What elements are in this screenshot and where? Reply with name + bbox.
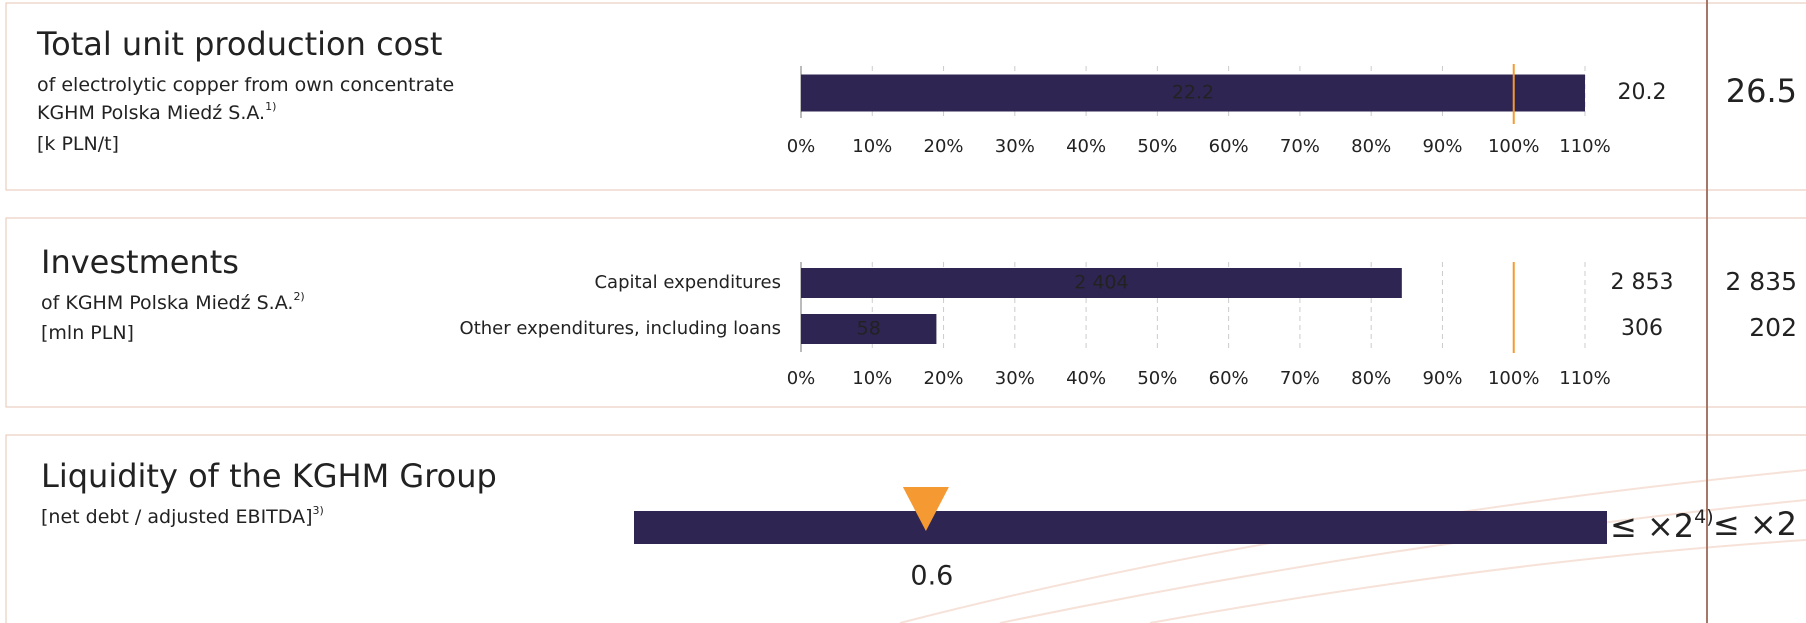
bar: [801, 314, 937, 344]
x-tick-label: 60%: [1209, 136, 1249, 157]
text-line: [k PLN/t]: [37, 133, 119, 155]
text-line: KGHM Polska Miedź S.A.1): [37, 100, 276, 124]
text: KGHM Polska Miedź S.A.: [37, 102, 265, 124]
plan-label: 2 853: [1611, 270, 1674, 295]
footnote-mark: 1): [265, 100, 276, 113]
panel: [5, 2, 1806, 191]
x-tick-label: 100%: [1488, 368, 1539, 389]
text-line: [mln PLN]: [41, 322, 134, 344]
range-bar: [634, 511, 1607, 544]
bar-label: 22.2: [1172, 82, 1214, 104]
text: [net debt / adjusted EBITDA]: [41, 506, 313, 528]
decor: [899, 469, 1806, 623]
plan-label: 306: [1621, 316, 1663, 341]
chart-title: Liquidity of the KGHM Group: [41, 457, 497, 495]
text-line: of electrolytic copper from own concentr…: [37, 74, 454, 96]
chart-title: Total unit production cost: [36, 25, 442, 63]
x-tick-label: 60%: [1209, 368, 1249, 389]
bar-label: 2 404: [1074, 272, 1128, 294]
x-tick-label: 80%: [1351, 136, 1391, 157]
x-tick-label: 10%: [852, 368, 892, 389]
text: of KGHM Polska Miedź S.A.: [41, 292, 293, 314]
x-tick-label: 0%: [787, 136, 816, 157]
x-tick-label: 110%: [1559, 368, 1610, 389]
x-tick-label: 30%: [995, 368, 1035, 389]
panel: [5, 434, 1806, 623]
footnote-mark: 3): [313, 504, 324, 517]
chart-title: Investments: [41, 243, 239, 281]
category-label: Other expenditures, including loans: [460, 318, 781, 339]
bar-label: 58: [857, 318, 881, 340]
footnote-mark: 2): [293, 290, 304, 303]
x-tick-label: 40%: [1066, 368, 1106, 389]
target-label: ≤ ×2: [1713, 505, 1797, 543]
x-tick-label: 90%: [1422, 368, 1462, 389]
text: [k PLN/t]: [37, 133, 119, 155]
value-label: 0.6: [910, 561, 953, 592]
x-tick-label: 80%: [1351, 368, 1391, 389]
x-tick-label: 30%: [995, 136, 1035, 157]
text: ≤ ×2: [1610, 507, 1694, 545]
text-line: [net debt / adjusted EBITDA]3): [41, 504, 324, 528]
text-line: ≤ ×24): [1610, 506, 1714, 546]
x-tick-label: 70%: [1280, 136, 1320, 157]
x-tick-label: 0%: [787, 368, 816, 389]
target-label: 2 835: [1725, 267, 1797, 296]
panel: [5, 217, 1806, 408]
x-tick-label: 20%: [924, 136, 964, 157]
text: [mln PLN]: [41, 322, 134, 344]
target-label: 202: [1749, 313, 1797, 342]
decor: [999, 499, 1806, 623]
x-tick-label: 100%: [1488, 136, 1539, 157]
text: of electrolytic copper from own concentr…: [37, 74, 454, 96]
plan-label: 20.2: [1618, 80, 1667, 105]
x-tick-label: 110%: [1559, 136, 1610, 157]
decor: [1149, 539, 1806, 623]
x-tick-label: 40%: [1066, 136, 1106, 157]
bar: [801, 74, 1585, 112]
x-tick-label: 50%: [1137, 136, 1177, 157]
category-label: Capital expenditures: [594, 272, 781, 293]
x-tick-label: 10%: [852, 136, 892, 157]
x-tick-label: 20%: [924, 368, 964, 389]
x-tick-label: 70%: [1280, 368, 1320, 389]
marker: [902, 487, 949, 531]
footnote-mark: 4): [1694, 506, 1714, 528]
bar: [801, 268, 1402, 298]
text-line: of KGHM Polska Miedź S.A.2): [41, 290, 305, 314]
x-tick-label: 90%: [1422, 136, 1462, 157]
target-label: 26.5: [1726, 72, 1797, 110]
x-tick-label: 50%: [1137, 368, 1177, 389]
